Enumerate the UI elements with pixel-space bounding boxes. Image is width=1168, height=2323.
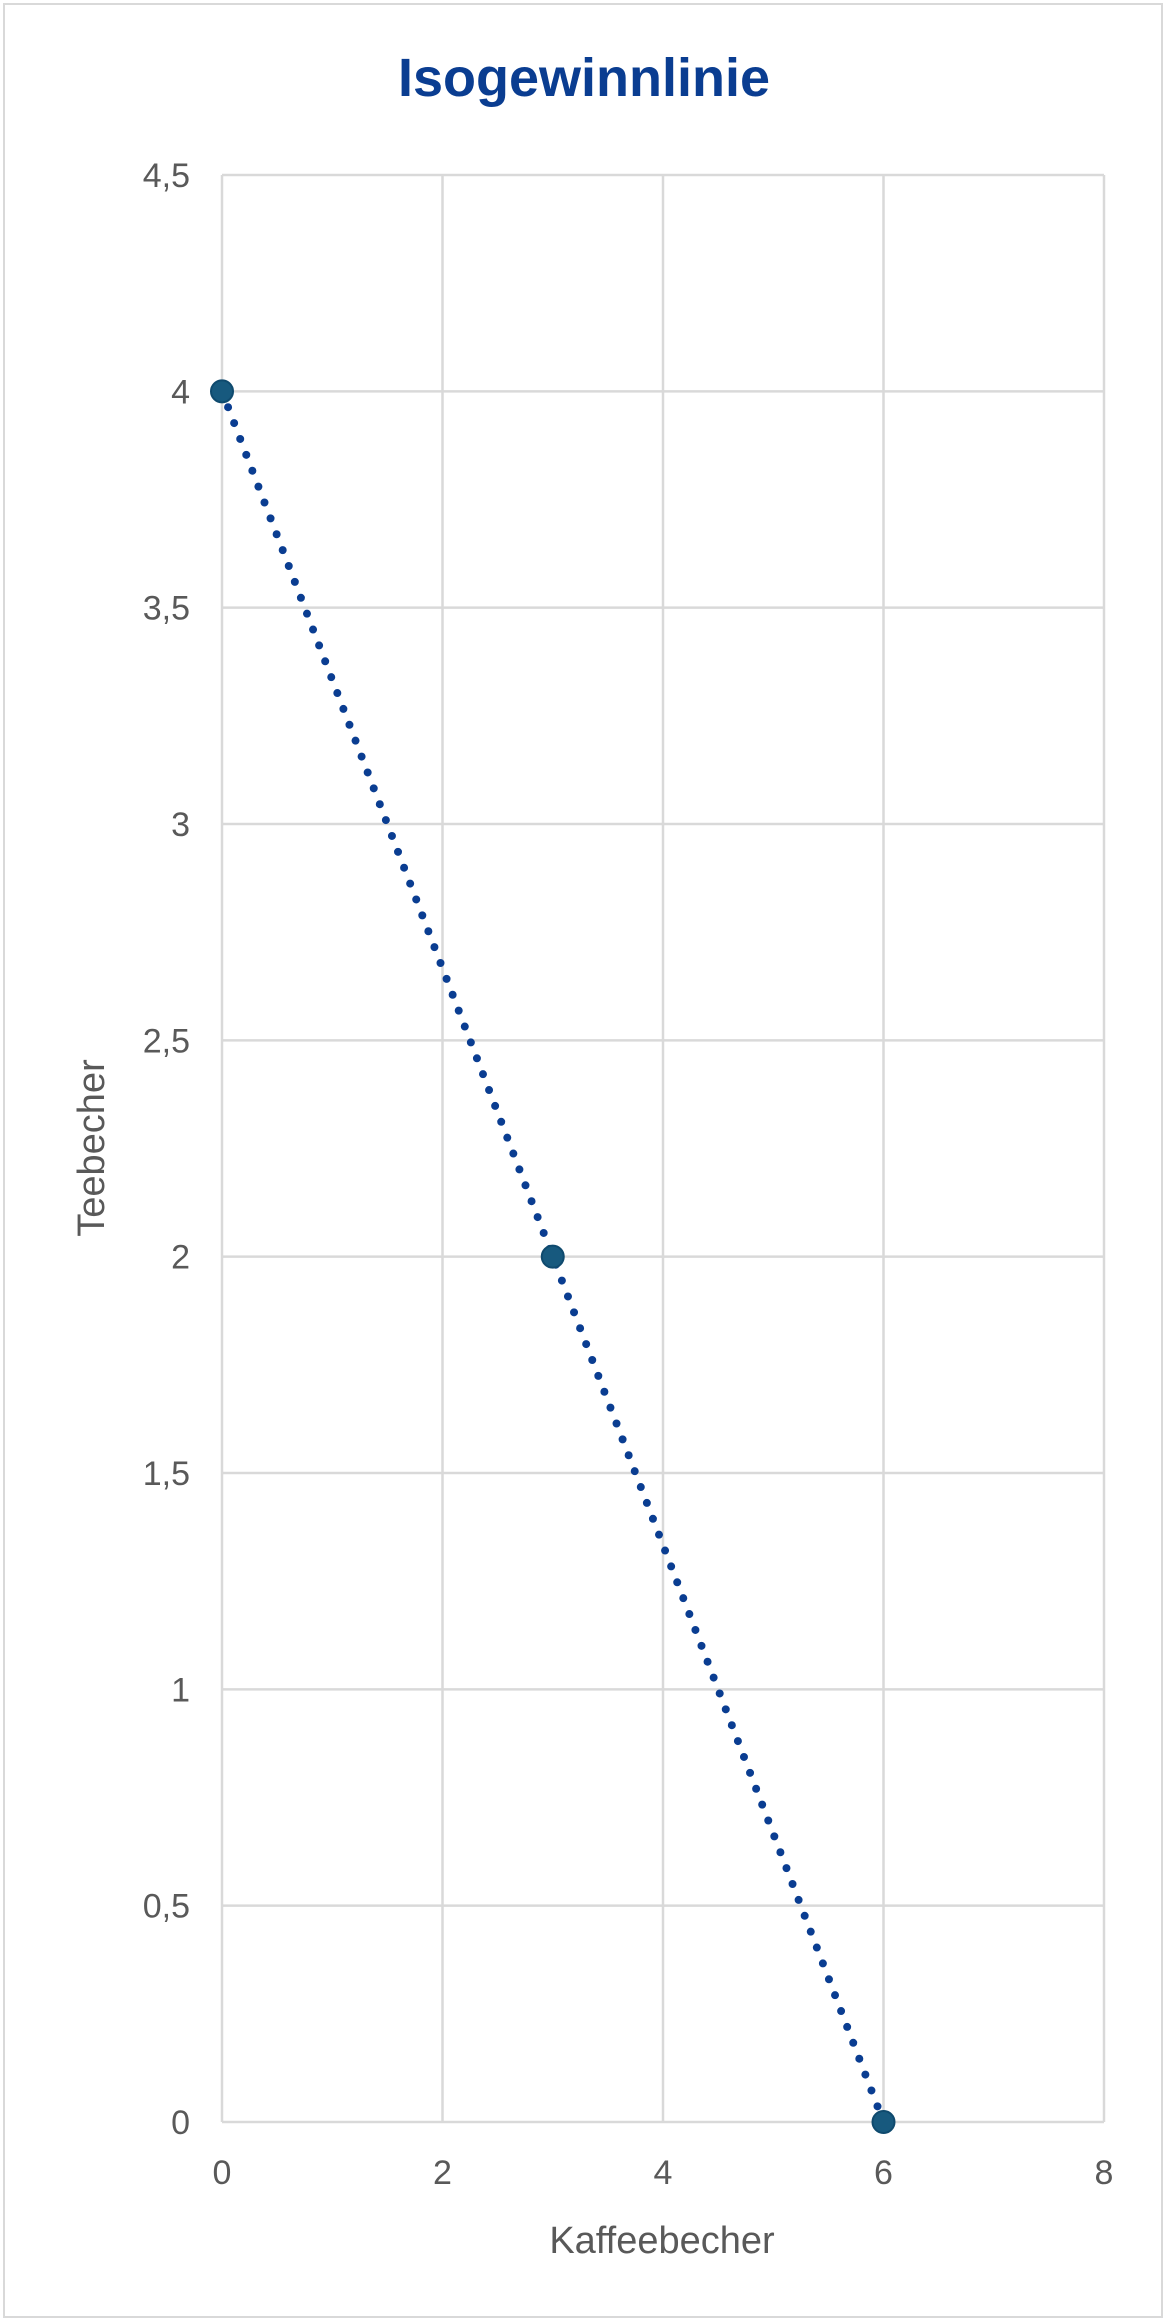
y-tick-label: 2 [171, 1239, 190, 1277]
y-tick-label: 1 [171, 1671, 190, 1709]
series-line [218, 387, 888, 2126]
y-tick-label: 0,5 [143, 1888, 190, 1926]
grid [220, 173, 1106, 2124]
x-tick-label: 6 [874, 2154, 893, 2192]
x-tick-label: 8 [1095, 2154, 1114, 2192]
data-point [871, 2110, 896, 2134]
y-tick-labels: 0 0,5 1 1,5 2 2,5 3 3,5 4 4,5 [143, 157, 190, 2142]
x-tick-labels: 0 2 4 6 8 [213, 2154, 1114, 2192]
y-tick-label: 1,5 [143, 1455, 190, 1493]
y-tick-label: 3,5 [143, 590, 190, 628]
x-tick-label: 0 [213, 2154, 232, 2192]
y-tick-label: 4 [171, 373, 190, 411]
x-tick-label: 2 [433, 2154, 452, 2192]
chart-frame [3, 3, 1163, 2318]
y-tick-label: 0 [171, 2104, 190, 2142]
data-point [540, 1244, 565, 1269]
chart-title: Isogewinnlinie [398, 48, 770, 108]
x-tick-label: 4 [654, 2154, 673, 2192]
data-point [210, 379, 234, 404]
y-tick-label: 2,5 [143, 1022, 190, 1060]
y-axis-title: Teebecher [71, 1059, 113, 1237]
y-tick-label: 4,5 [143, 157, 190, 195]
x-axis-title: Kaffeebecher [549, 2220, 775, 2262]
series [210, 379, 896, 2134]
y-tick-label: 3 [171, 806, 190, 844]
